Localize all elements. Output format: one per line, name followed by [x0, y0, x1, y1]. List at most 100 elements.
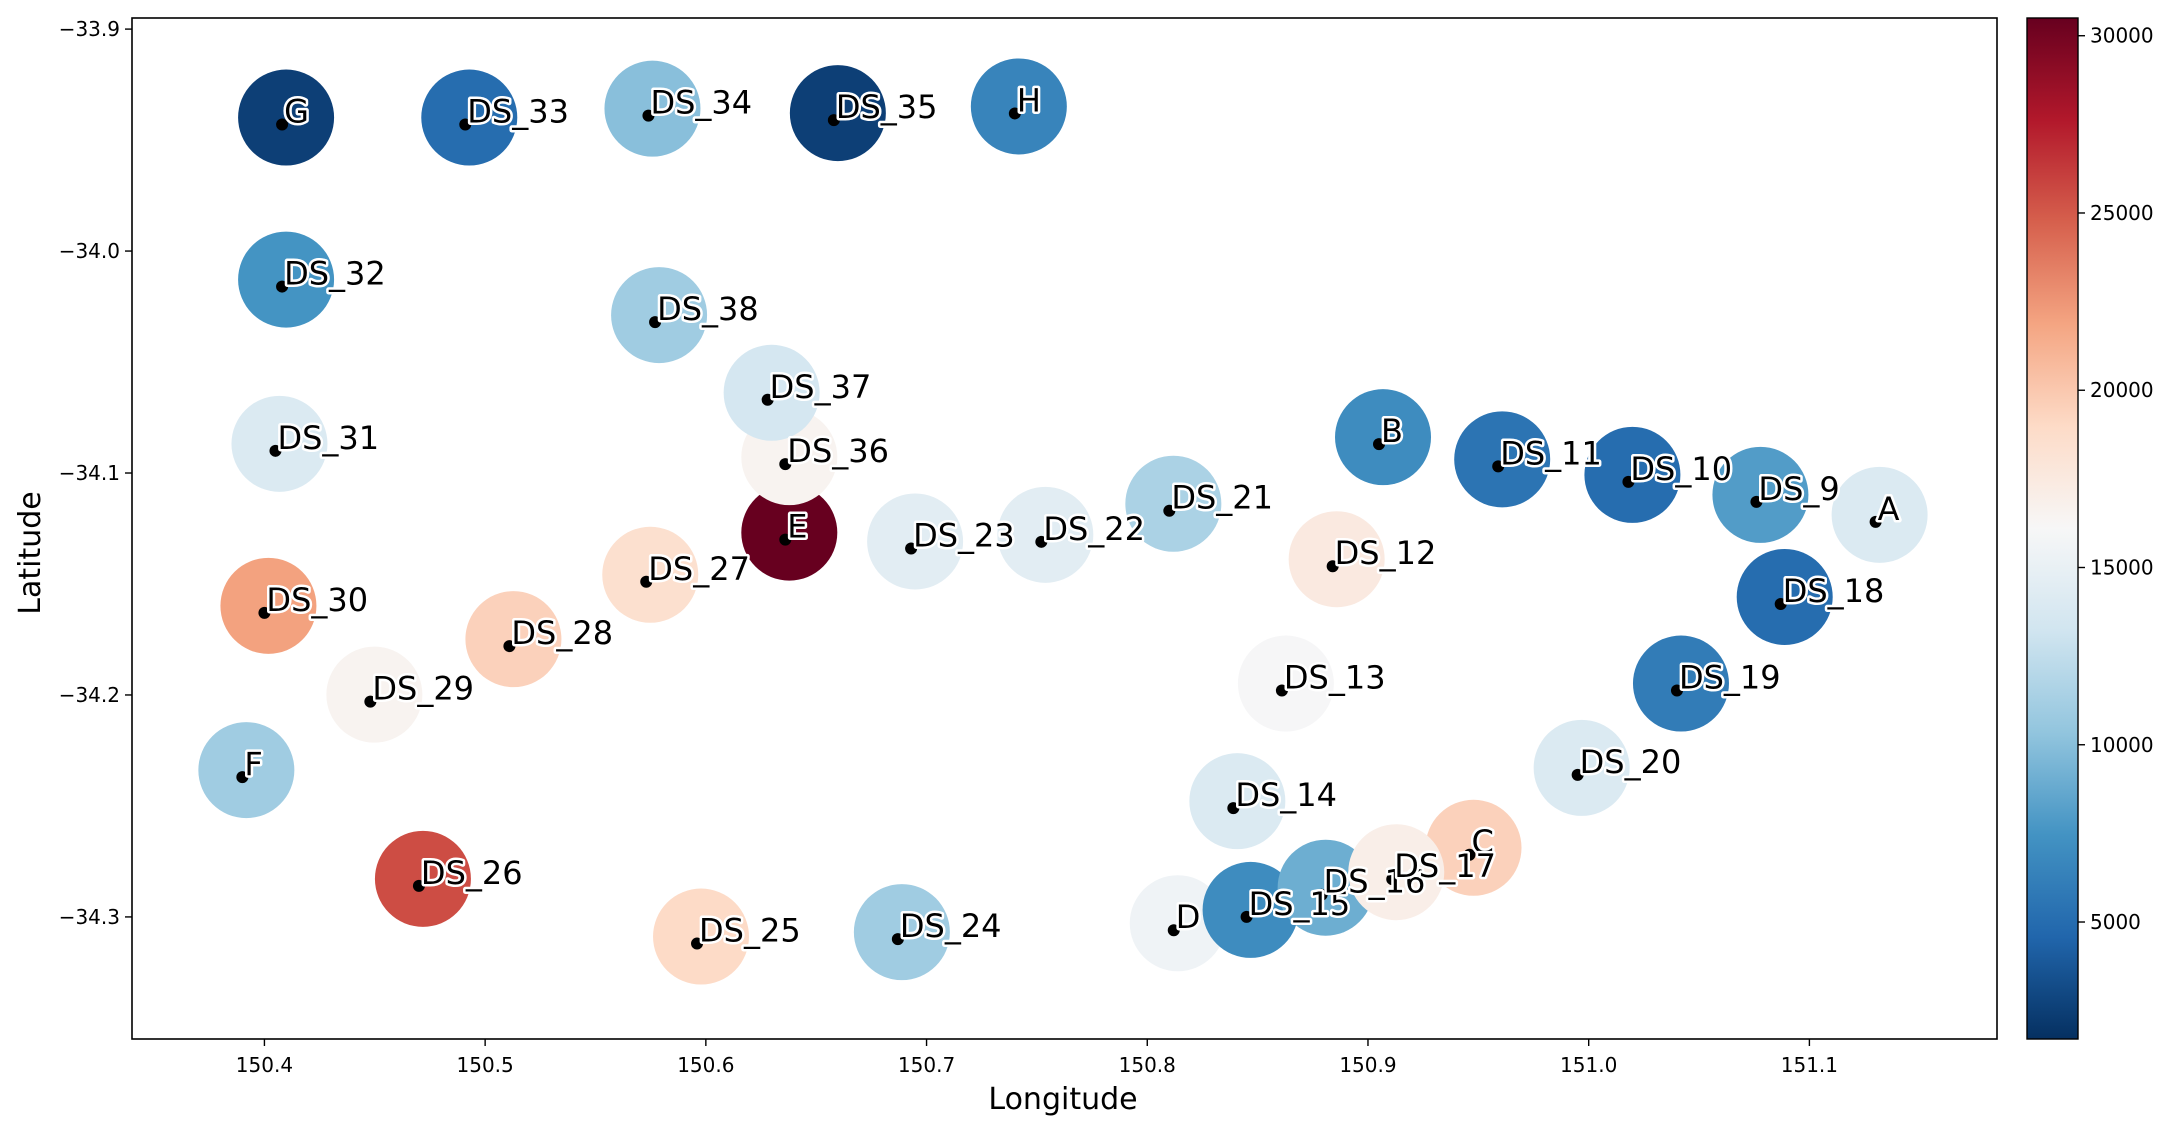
point-marker — [1774, 597, 1787, 610]
point-bubble — [1425, 799, 1522, 896]
points-layer — [198, 58, 1928, 985]
point-marker — [642, 109, 655, 122]
point-bubble — [1129, 875, 1226, 972]
labels-layer: A B C D E F G H DS_9 DS_10 DS_11 DS_12 DS_13 DS_14 DS_… — [242, 79, 1902, 952]
point-marker — [1386, 873, 1399, 886]
point-marker — [236, 771, 249, 784]
x-tick-label: 150.9 — [1339, 1053, 1396, 1077]
point-marker — [1163, 504, 1176, 517]
point-marker — [276, 118, 289, 131]
point-marker — [269, 444, 282, 457]
point-label: DS_18 — [1783, 572, 1885, 610]
point-marker — [640, 575, 653, 588]
point-marker — [1326, 560, 1339, 573]
x-tick-label: 150.4 — [236, 1053, 293, 1077]
point-bubble — [1454, 411, 1551, 508]
point-marker — [258, 606, 271, 619]
point-bubble — [1831, 466, 1928, 563]
point-marker — [761, 393, 774, 406]
point-marker — [691, 937, 704, 950]
point-label: DS_15 — [1249, 885, 1351, 923]
point-bubble — [1348, 824, 1445, 921]
y-tick-label: −34.3 — [59, 905, 120, 929]
point-marker — [1869, 515, 1882, 528]
colorbar-tick-label: 5000 — [2090, 910, 2141, 934]
point-label: DS_10 — [1630, 450, 1732, 488]
colorbar-tick-label: 25000 — [2090, 201, 2154, 225]
point-marker — [1035, 535, 1048, 548]
point-marker — [1670, 684, 1683, 697]
point-label: DS_27 — [648, 550, 750, 588]
x-axis-title: Longitude — [988, 1082, 1137, 1117]
point-label: DS_28 — [511, 614, 613, 652]
point-marker — [1373, 438, 1386, 451]
point-label: DS_26 — [421, 854, 523, 892]
point-label: DS_24 — [900, 907, 1002, 945]
point-label: F — [244, 745, 262, 783]
point-bubble — [611, 267, 708, 364]
point-marker — [412, 879, 425, 892]
point-label: G — [284, 93, 309, 131]
y-tick-label: −34.1 — [59, 461, 120, 485]
point-label: DS_30 — [266, 581, 368, 619]
point-label: D — [1176, 898, 1201, 936]
point-label: DS_20 — [1580, 743, 1682, 781]
point-bubble — [238, 231, 335, 328]
point-bubble — [1202, 861, 1299, 958]
point-bubble — [326, 646, 423, 743]
point-bubble — [1125, 455, 1222, 552]
plot-frame — [131, 17, 1998, 1040]
point-bubble — [1189, 753, 1286, 850]
point-label: DS_29 — [372, 670, 474, 708]
point-bubble — [1712, 446, 1809, 543]
point-label: DS_35 — [836, 88, 938, 126]
point-marker — [364, 695, 377, 708]
x-tick-label: 150.5 — [457, 1053, 514, 1077]
point-marker — [1750, 495, 1763, 508]
colorbar-tick-label: 10000 — [2090, 733, 2154, 757]
point-marker — [1167, 924, 1180, 937]
point-marker — [1571, 768, 1584, 781]
point-marker — [779, 458, 792, 471]
point-bubble — [1237, 635, 1334, 732]
point-label: B — [1381, 412, 1403, 450]
point-label: DS_12 — [1335, 534, 1437, 572]
point-bubble — [789, 65, 886, 162]
point-label: DS_22 — [1043, 510, 1145, 548]
point-label: DS_37 — [770, 368, 872, 406]
point-label: DS_14 — [1235, 776, 1337, 814]
point-marker — [1315, 888, 1328, 901]
point-marker — [779, 533, 792, 546]
x-tick-label: 150.6 — [677, 1053, 734, 1077]
point-marker — [1240, 910, 1253, 923]
point-label: DS_21 — [1171, 479, 1273, 517]
point-marker — [649, 316, 662, 329]
point-label: H — [1017, 81, 1041, 119]
colorbar-tick-label: 15000 — [2090, 555, 2154, 579]
y-tick-label: −33.9 — [59, 17, 120, 41]
point-label: DS_34 — [650, 84, 752, 122]
point-bubble — [1288, 511, 1385, 608]
point-label: DS_23 — [913, 516, 1015, 554]
point-label: E — [787, 508, 807, 546]
point-label: DS_33 — [467, 93, 569, 131]
point-bubble — [231, 395, 328, 492]
point-label: DS_38 — [657, 290, 759, 328]
point-marker — [1492, 460, 1505, 473]
point-bubble — [220, 557, 317, 654]
y-axis-title: Latitude — [13, 491, 48, 614]
point-label: DS_16 — [1324, 863, 1426, 901]
point-label: DS_32 — [284, 255, 386, 293]
y-tick-label: −34.0 — [59, 239, 120, 263]
point-label: DS_11 — [1500, 434, 1602, 472]
point-label: DS_19 — [1679, 659, 1781, 697]
point-bubble — [741, 484, 838, 581]
point-bubble — [238, 69, 335, 166]
point-label: DS_36 — [787, 432, 889, 470]
x-tick-label: 150.7 — [898, 1053, 955, 1077]
point-bubble — [867, 493, 964, 590]
point-marker — [276, 280, 289, 293]
point-bubble — [723, 344, 820, 441]
point-bubble — [997, 486, 1094, 583]
